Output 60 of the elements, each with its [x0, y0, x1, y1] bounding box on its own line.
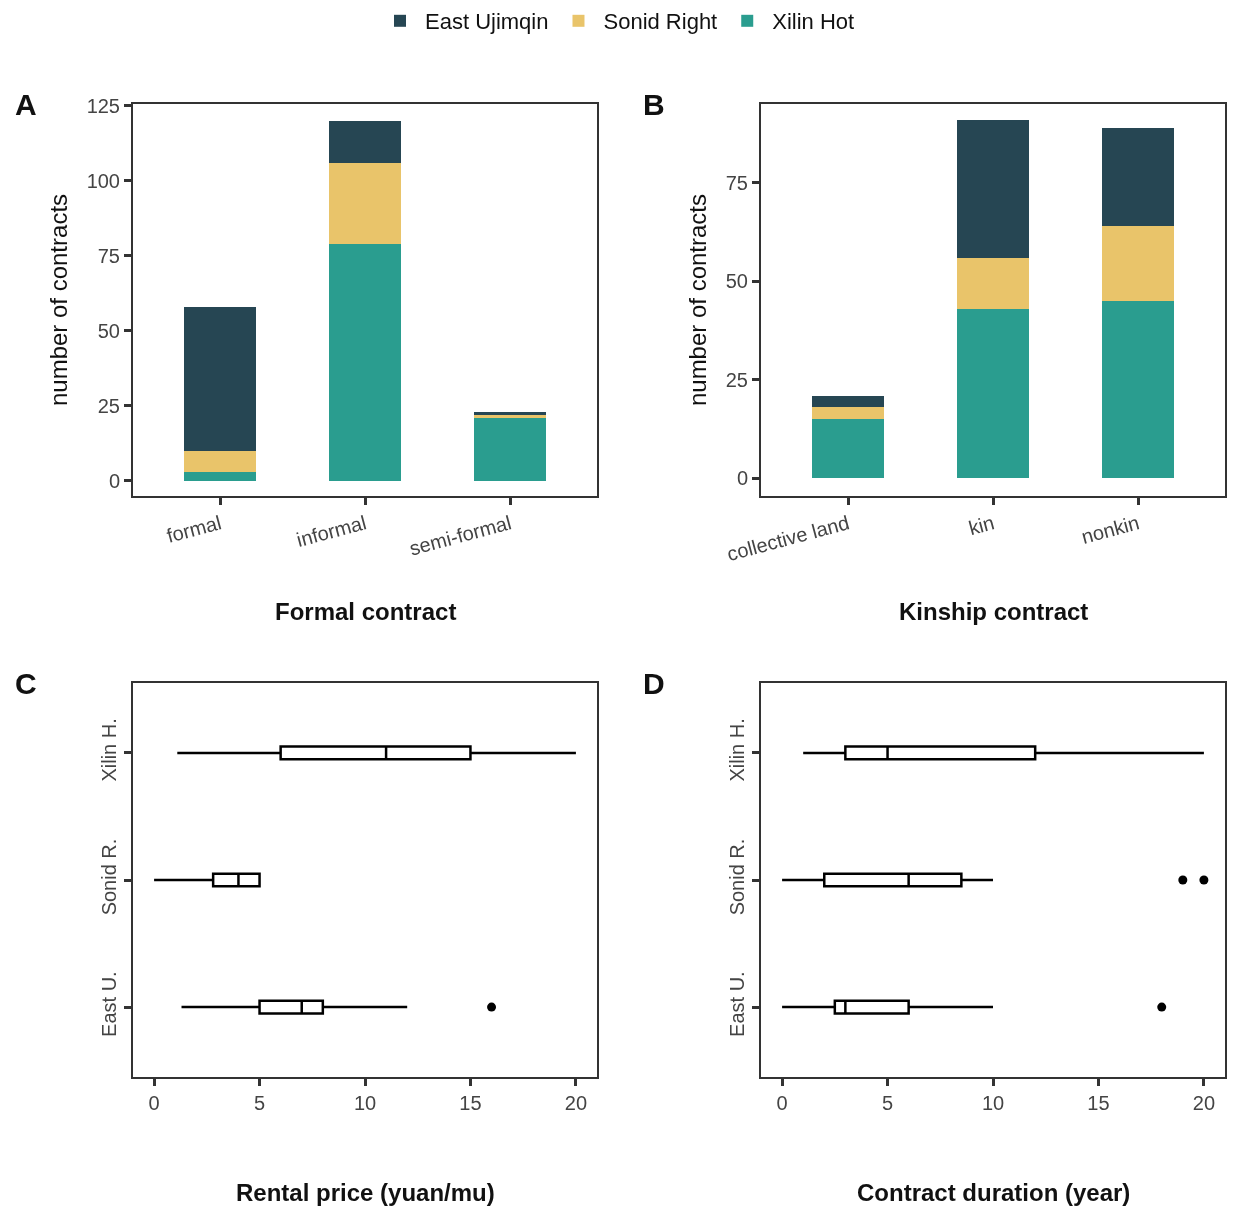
bar — [956, 257, 1030, 309]
bar — [473, 417, 547, 481]
x-tick-label: 10 — [981, 1092, 1005, 1114]
y-tick-label: 0 — [108, 469, 120, 492]
x-axis-title: Kinship contract — [899, 598, 1089, 625]
y-axis-title: number of contracts — [684, 193, 712, 407]
y-tick-label: 25 — [725, 368, 748, 391]
bar — [1101, 226, 1175, 301]
y-tick-label: Sonid R. — [726, 838, 748, 916]
legend-label: Sonid Right — [603, 9, 718, 35]
bar — [328, 162, 402, 244]
y-tick-label: 0 — [736, 467, 748, 490]
chart-title: B — [643, 88, 665, 121]
chart-title: A — [15, 88, 37, 121]
y-tick-label: 75 — [725, 171, 748, 194]
x-tick-label: collective land — [724, 511, 852, 566]
x-axis-title: Contract duration (year) — [857, 1179, 1131, 1206]
legend-label: East Ujimqin — [425, 9, 549, 35]
y-tick-label: 75 — [97, 244, 120, 267]
bar — [811, 395, 885, 408]
bar — [183, 306, 257, 451]
y-tick-label: 125 — [86, 94, 120, 117]
x-tick-label: 0 — [776, 1092, 788, 1114]
y-tick-label: Xilin H. — [98, 718, 120, 782]
chart-title: C — [15, 667, 37, 700]
x-tick-label: 15 — [1087, 1092, 1110, 1114]
y-tick-label: 100 — [86, 169, 120, 192]
x-axis-title: Formal contract — [275, 598, 457, 625]
y-axis-title: number of contracts — [45, 193, 73, 407]
bar — [1101, 300, 1175, 479]
bar — [328, 243, 402, 481]
x-tick-label: 5 — [881, 1092, 894, 1114]
y-tick-label: 50 — [97, 319, 120, 342]
x-tick-label: 10 — [353, 1092, 377, 1114]
y-tick-label: 50 — [725, 270, 748, 293]
bar — [183, 471, 257, 481]
bar — [811, 407, 885, 420]
x-tick-label: 20 — [564, 1092, 588, 1114]
x-tick-label: 15 — [459, 1092, 482, 1114]
bar — [183, 450, 257, 472]
x-tick-label: formal — [164, 511, 224, 547]
bar — [811, 419, 885, 479]
legend-label: Xilin Hot — [772, 9, 855, 35]
x-tick-label: nonkin — [1079, 511, 1142, 548]
x-tick-label: informal — [294, 511, 369, 551]
y-tick-label: Sonid R. — [98, 838, 120, 916]
y-tick-label: 25 — [97, 394, 120, 417]
bar — [1101, 127, 1175, 227]
y-tick-label: East U. — [98, 971, 120, 1037]
x-tick-label: 5 — [253, 1092, 266, 1114]
y-tick-label: East U. — [726, 971, 748, 1037]
x-tick-label: kin — [966, 511, 997, 540]
bar — [956, 308, 1030, 479]
bar — [956, 119, 1030, 258]
y-tick-label: Xilin H. — [726, 718, 748, 782]
bar — [328, 120, 402, 163]
x-tick-label: 20 — [1192, 1092, 1216, 1114]
x-axis-title: Rental price (yuan/mu) — [236, 1179, 495, 1206]
x-tick-label: 0 — [148, 1092, 160, 1114]
chart-title: D — [643, 667, 665, 700]
